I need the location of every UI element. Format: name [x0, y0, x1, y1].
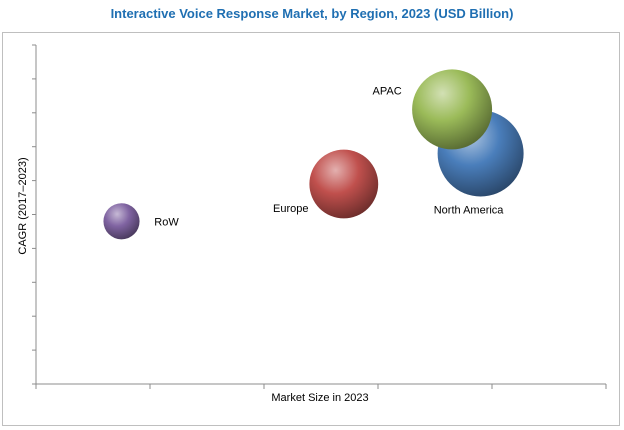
bubble-labels: North America APAC Europe RoW	[154, 85, 504, 228]
bubble-label-europe: Europe	[273, 203, 308, 215]
bubble-row	[103, 203, 140, 240]
bubble-label-apac: APAC	[373, 85, 402, 97]
y-axis-label: CAGR (2017–2023)	[17, 157, 29, 254]
bubble-label-north-america: North America	[434, 204, 505, 216]
bubble-apac	[412, 69, 493, 150]
bubble-label-row: RoW	[154, 216, 179, 228]
x-axis-label: Market Size in 2023	[271, 392, 368, 404]
bubble-europe	[309, 149, 379, 219]
axes	[32, 44, 607, 389]
chart-frame	[2, 32, 620, 426]
bubbles	[103, 69, 524, 240]
chart-title: Interactive Voice Response Market, by Re…	[110, 6, 514, 21]
